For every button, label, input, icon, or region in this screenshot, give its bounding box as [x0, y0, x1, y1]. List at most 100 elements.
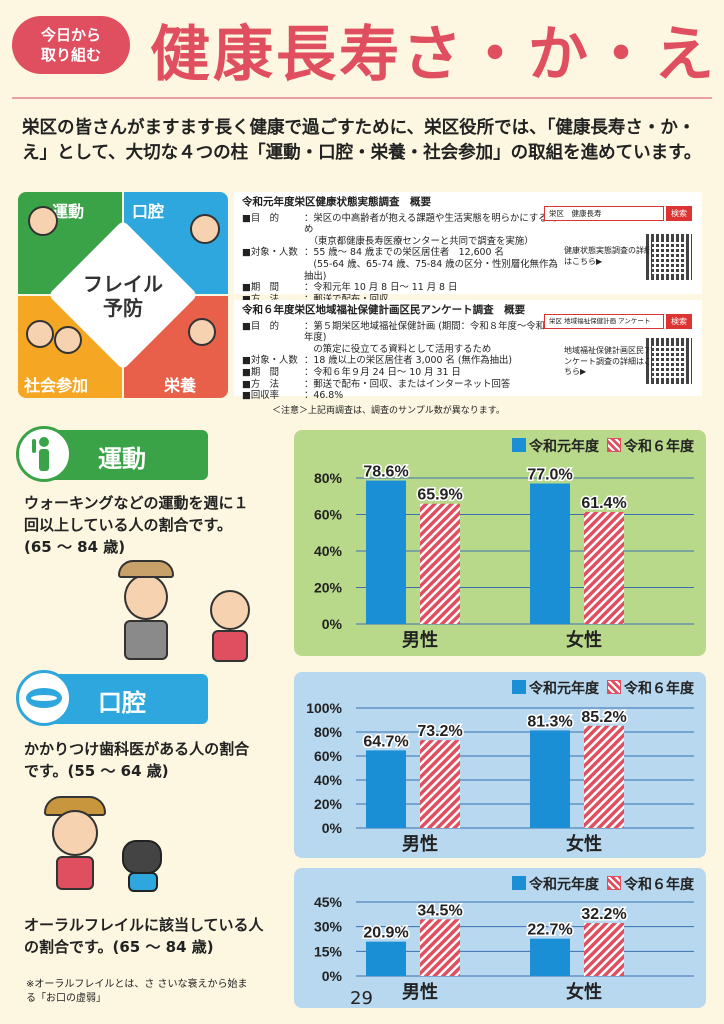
survey2-row-key: ■回収率 — [242, 390, 279, 402]
y-tick-label: 30% — [314, 919, 343, 935]
survey2-row-key — [242, 344, 304, 356]
exercise-chart-legend: 令和元年度 令和６年度 — [512, 436, 694, 456]
survey1-row-key: ■目 的 — [242, 212, 279, 224]
bar-series-b — [420, 740, 460, 828]
y-tick-label: 100% — [306, 700, 342, 716]
bar-series-b — [420, 503, 460, 624]
legend-series-a: 令和元年度 — [512, 678, 599, 698]
toothbrush-girl-and-dog-illustration — [44, 796, 174, 902]
oral-description: かかりつけ歯科医がある人の割合です。(55 ～ 64 歳) — [24, 740, 250, 780]
survey2-row-key: ■対象・人数 — [242, 355, 298, 367]
frailty-center-text: フレイル 予防 — [68, 272, 178, 320]
survey2-qr-code[interactable] — [646, 338, 692, 384]
exercise-chart-svg: 0% 20% 40% 60% 80% 78.6% 65.9% 男性 77.0% 61.4% 女性 — [314, 462, 694, 650]
survey2-search-box[interactable]: 栄区 地域福祉保健計画 アンケート — [544, 314, 664, 329]
data-label: 65.9% — [417, 487, 462, 504]
data-label: 20.9% — [363, 925, 408, 942]
y-tick-label: 45% — [314, 894, 343, 910]
survey2-row: ■方 法 ：郵送で配布・回収、またはインターネット回答 — [242, 379, 562, 391]
oral-frailty-footnote: ※オーラルフレイルとは、さ さいな衰えから始まる「お口の虚弱」 — [26, 979, 248, 1004]
survey2-row: ■回収率 ：46.8% — [242, 390, 562, 402]
survey1-row-key: ■方 法 — [242, 294, 304, 306]
oral-frailty-description: オーラルフレイルに該当している人の割合です。(65 ～ 84 歳) — [24, 916, 264, 956]
survey1-row-key: ■対象・人数 — [242, 247, 298, 259]
survey1-row: ■方 法：郵送で配布・回収 — [242, 294, 562, 306]
oral-person-illustration — [190, 214, 220, 244]
data-label: 78.6% — [363, 464, 408, 481]
quadrant-exercise-label: 運動 — [52, 202, 85, 221]
survey1-row-value: (55-64 歳、65-74 歳、75-84 歳の区分・性別層化無作為抽出) — [304, 258, 558, 282]
bar-series-a — [366, 941, 406, 976]
exercise-icon — [16, 426, 72, 482]
mouth-icon — [16, 670, 72, 726]
bar-series-a — [530, 730, 570, 828]
data-label: 22.7% — [527, 922, 572, 939]
survey2-row-value: ：18 歳以上の栄区居住者 3,000 名 (無作為抽出) — [304, 355, 513, 367]
survey1-row-key — [242, 236, 304, 248]
data-label: 85.2% — [581, 709, 626, 726]
dentist-chart-svg: 0% 20% 40% 60% 80% 100% 64.7% 73.2% 男性 81.3% 85.2%… — [306, 700, 694, 854]
survey1-row: (55-64 歳、65-74 歳、75-84 歳の区分・性別層化無作為抽出) — [242, 259, 562, 282]
exercise-label: 運動 — [98, 445, 146, 473]
legend-series-b: 令和６年度 — [607, 678, 694, 698]
legend-series-a: 令和元年度 — [512, 436, 599, 456]
y-tick-label: 40% — [314, 543, 343, 559]
y-tick-label: 80% — [314, 724, 343, 740]
social-person2-illustration — [54, 326, 82, 354]
survey1-qr-code[interactable] — [646, 234, 692, 280]
survey1-row-value: ：55 歳～ 84 歳までの栄区居住者 12,600 名 — [304, 247, 504, 259]
survey1-row-value: ：栄区の中高齢者が抱える課題や生活実態を明らかにするため — [304, 212, 557, 236]
survey2-row-value: ：郵送で配布・回収、またはインターネット回答 — [304, 378, 511, 390]
oral-frailty-chart: 令和元年度 令和６年度 0% 15% 30% 45% 20.9% 34.5% 男性 22.7%… — [294, 868, 706, 1008]
survey1-search-button[interactable]: 検索 — [666, 206, 692, 221]
survey2-rows: ■目 的 ：第５期栄区地域福祉保健計画 (期間：令和８年度～令和 12 年度) の… — [242, 321, 562, 402]
survey2-row: ■期 間 ：令和６年９月 24 日～ 10 月 31 日 — [242, 367, 562, 379]
bar-series-a — [366, 480, 406, 624]
legend-series-a: 令和元年度 — [512, 874, 599, 894]
survey1-qr-text: 健康状態実態調査の詳細はこちら▶ — [564, 246, 652, 266]
y-tick-label: 60% — [314, 507, 343, 523]
y-tick-label: 0% — [322, 968, 343, 984]
survey1-row-key: ■期 間 — [242, 282, 279, 294]
quadrant-nutrition-label: 栄養 — [164, 376, 197, 395]
survey1-row-key — [242, 259, 304, 282]
survey2-row-key: ■期 間 — [242, 366, 279, 378]
y-tick-label: 0% — [322, 616, 343, 632]
data-label: 61.4% — [581, 495, 626, 512]
survey2-row-value: ：第５期栄区地域福祉保健計画 (期間：令和８年度～令和 12 年度) — [304, 320, 560, 344]
oral-label: 口腔 — [98, 689, 146, 717]
data-label: 77.0% — [527, 466, 572, 483]
frailty-line2: 予防 — [103, 296, 143, 320]
survey2-row: ■目 的 ：第５期栄区地域福祉保健計画 (期間：令和８年度～令和 12 年度) — [242, 321, 562, 344]
category-label: 女性 — [566, 833, 602, 854]
survey2-row-value: の策定に役立てる資料として活用するため — [304, 343, 492, 355]
data-label: 32.2% — [581, 906, 626, 923]
survey2-title: 令和６年度栄区地域福祉保健計画区民アンケート調査 概要 — [242, 304, 526, 316]
exercise-person-illustration — [28, 206, 58, 236]
survey2-search-button[interactable]: 検索 — [666, 314, 692, 329]
y-tick-label: 0% — [322, 820, 343, 836]
survey1-row: ■目 的 ：栄区の中高齢者が抱える課題や生活実態を明らかにするため — [242, 213, 562, 236]
data-label: 73.2% — [417, 723, 462, 740]
legend-series-b: 令和６年度 — [607, 874, 694, 894]
intro-text: 栄区の皆さんがますます長く健康で過ごすために、栄区役所では、「健康長寿さ・か・え… — [22, 118, 702, 163]
page-title: 健康長寿さ・か・え — [150, 20, 717, 90]
bar-series-a — [530, 938, 570, 976]
quadrant-social-label: 社会参加 — [24, 376, 89, 395]
dentist-chart: 令和元年度 令和６年度 0% 20% 40% 60% 80% 100% 64.7% 73.2%… — [294, 672, 706, 858]
data-label: 81.3% — [527, 713, 572, 730]
nutrition-person-illustration — [188, 318, 216, 346]
exercise-chart: 令和元年度 令和６年度 0% 20% 40% 60% 80% 78.6% 65.9% 男性 77… — [294, 430, 706, 656]
survey1-row: ■対象・人数 ：55 歳～ 84 歳までの栄区居住者 12,600 名 — [242, 247, 562, 259]
walking-couple-illustration — [110, 560, 280, 670]
oral-frailty-chart-svg: 0% 15% 30% 45% 20.9% 34.5% 男性 22.7% 32.2% 女性 — [314, 894, 694, 1002]
survey-note: ＜注意＞上記両調査は、調査のサンプル数が異なります。 — [272, 406, 505, 416]
survey1-search-box[interactable]: 栄区 健康長寿 — [544, 206, 664, 221]
category-label: 男性 — [402, 981, 438, 1002]
exercise-header: 運動 — [16, 426, 208, 482]
category-label: 女性 — [566, 981, 602, 1002]
data-label: 34.5% — [417, 902, 462, 919]
exercise-description: ウォーキングなどの運動を週に１回以上している人の割合です。(65 ～ 84 歳) — [24, 494, 249, 556]
survey1-row-value: ：郵送で配布・回収 — [304, 294, 562, 306]
y-tick-label: 15% — [314, 943, 343, 959]
